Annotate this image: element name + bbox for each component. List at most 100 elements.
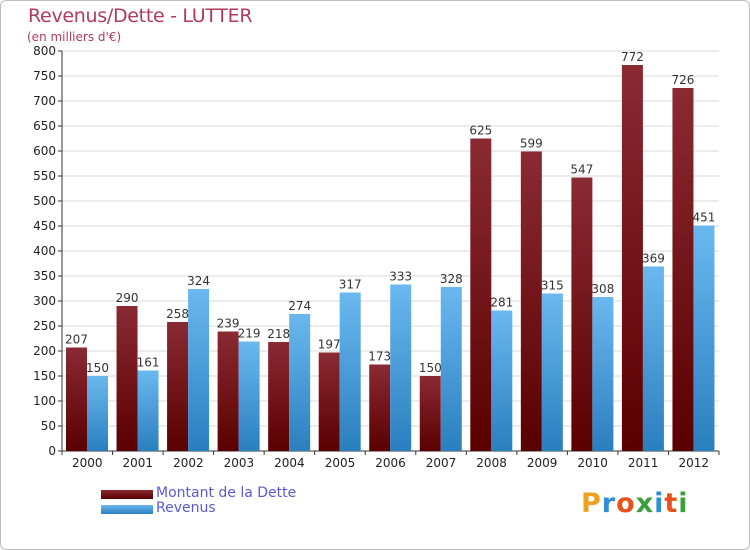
x-tick-label: 2002 <box>173 456 204 470</box>
data-label-debt-2007: 150 <box>419 361 442 375</box>
x-tick-label: 2001 <box>123 456 154 470</box>
data-label-revenue-2007: 328 <box>440 272 463 286</box>
proxiti-logo: Proxiti <box>581 488 689 519</box>
data-label-revenue-2008: 281 <box>490 296 513 310</box>
logo-letter: o <box>616 488 636 519</box>
bar-revenue-2009 <box>541 293 563 451</box>
data-label-revenue-2000: 150 <box>86 361 109 375</box>
data-label-debt-2002: 258 <box>166 307 189 321</box>
bar-debt-2008 <box>470 138 492 451</box>
data-label-debt-2008: 625 <box>469 124 492 138</box>
bar-revenue-2003 <box>238 341 260 451</box>
bar-revenue-2011 <box>642 266 664 451</box>
bar-debt-2010 <box>571 177 593 451</box>
y-tick-label: 650 <box>33 119 56 133</box>
y-tick-label: 400 <box>33 244 56 258</box>
y-tick-label: 250 <box>33 319 56 333</box>
bar-debt-2012 <box>672 88 694 451</box>
y-tick-label: 600 <box>33 144 56 158</box>
bar-debt-2001 <box>116 306 138 451</box>
y-tick-label: 0 <box>48 444 56 458</box>
data-label-debt-2006: 173 <box>368 350 391 364</box>
bar-revenue-2010 <box>592 297 614 451</box>
bar-revenue-2001 <box>137 370 159 451</box>
bar-debt-2003 <box>217 331 239 451</box>
bar-debt-2006 <box>369 364 391 451</box>
logo-letter: i <box>678 488 689 519</box>
bar-revenue-2002 <box>188 289 210 451</box>
data-label-debt-2000: 207 <box>65 333 88 347</box>
y-tick-label: 550 <box>33 169 56 183</box>
logo-letter: x <box>635 488 655 519</box>
x-tick-label: 2003 <box>224 456 255 470</box>
data-label-debt-2009: 599 <box>520 137 543 151</box>
data-label-revenue-2010: 308 <box>591 282 614 296</box>
x-tick-label: 2004 <box>274 456 305 470</box>
bar-revenue-2004 <box>289 314 311 451</box>
bar-debt-2011 <box>621 65 643 451</box>
legend-label-debt: Montant de la Dette <box>156 485 297 501</box>
legend-label-revenue: Revenus <box>156 500 216 516</box>
data-label-revenue-2005: 317 <box>339 278 362 292</box>
y-tick-label: 500 <box>33 194 56 208</box>
logo-letter: r <box>601 488 617 519</box>
data-label-revenue-2011: 369 <box>642 252 665 266</box>
logo-letter: t <box>664 488 679 519</box>
data-label-revenue-2003: 219 <box>238 327 261 341</box>
data-label-debt-2011: 772 <box>621 50 644 64</box>
data-label-revenue-2004: 274 <box>288 299 311 313</box>
bar-debt-2000 <box>66 347 87 451</box>
y-tick-label: 50 <box>41 419 56 433</box>
x-tick-label: 2008 <box>476 456 507 470</box>
bar-revenue-2005 <box>339 292 361 451</box>
y-tick-label: 700 <box>33 94 56 108</box>
y-tick-label: 800 <box>33 44 56 58</box>
logo-letter: i <box>654 488 665 519</box>
y-tick-label: 350 <box>33 269 56 283</box>
bar-debt-2004 <box>268 342 290 451</box>
data-label-debt-2012: 726 <box>672 73 695 87</box>
bar-debt-2002 <box>167 322 189 451</box>
x-tick-label: 2005 <box>325 456 356 470</box>
data-label-debt-2004: 218 <box>267 327 290 341</box>
data-label-debt-2003: 239 <box>217 317 240 331</box>
bar-revenue-2000 <box>87 376 108 451</box>
bar-revenue-2006 <box>390 284 412 451</box>
data-label-revenue-2009: 315 <box>541 279 564 293</box>
x-tick-label: 2006 <box>375 456 406 470</box>
bars <box>66 65 715 451</box>
x-tick-label: 2012 <box>678 456 709 470</box>
y-tick-label: 450 <box>33 219 56 233</box>
data-label-debt-2010: 547 <box>570 163 593 177</box>
x-tick-label: 2011 <box>628 456 659 470</box>
y-tick-label: 100 <box>33 394 56 408</box>
data-label-debt-2005: 197 <box>318 338 341 352</box>
data-label-revenue-2012: 451 <box>693 211 716 225</box>
x-tick-label: 2009 <box>527 456 558 470</box>
legend-swatch-debt <box>101 490 153 499</box>
y-tick-label: 150 <box>33 369 56 383</box>
data-label-revenue-2001: 161 <box>137 356 160 370</box>
bar-revenue-2007 <box>440 287 462 451</box>
y-tick-label: 750 <box>33 69 56 83</box>
bar-revenue-2012 <box>693 225 715 451</box>
x-tick-label: 2010 <box>577 456 608 470</box>
y-tick-label: 300 <box>33 294 56 308</box>
bar-debt-2007 <box>419 376 441 451</box>
x-tick-label: 2000 <box>72 456 103 470</box>
data-label-revenue-2002: 324 <box>187 274 210 288</box>
logo-letter: P <box>581 488 602 519</box>
data-label-revenue-2006: 333 <box>389 270 412 284</box>
bar-debt-2009 <box>520 151 542 451</box>
axes: 0 50 100 150 200 250 300 350 400 450 500 550 600 650 7… <box>33 44 720 470</box>
x-tick-label: 2007 <box>426 456 457 470</box>
bar-revenue-2008 <box>491 310 513 451</box>
chart-subtitle: (en milliers d'€) <box>27 30 122 44</box>
chart-title: Revenus/Dette - LUTTER <box>28 5 253 27</box>
y-tick-label: 200 <box>33 344 56 358</box>
bar-debt-2005 <box>318 352 340 451</box>
data-label-debt-2001: 290 <box>116 291 139 305</box>
